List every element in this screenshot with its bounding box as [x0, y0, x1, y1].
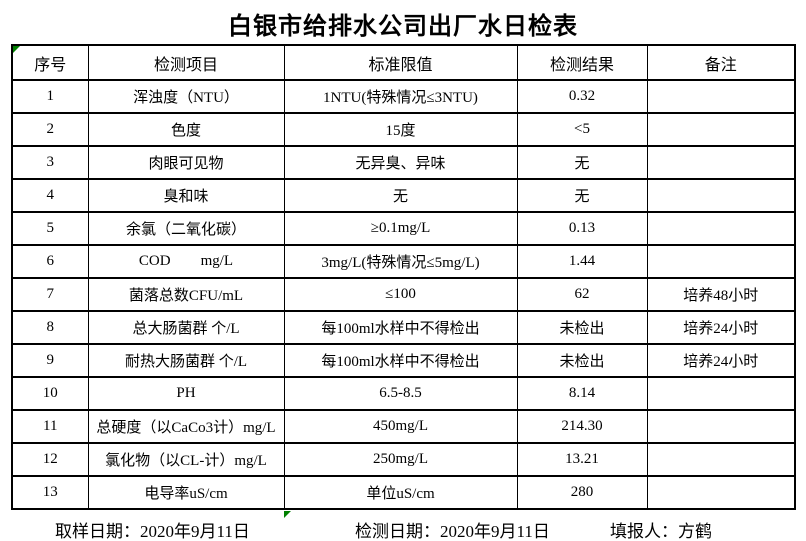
report-footer: 取样日期：2020年9月11日 检测日期：2020年9月11日 填报人：方鹤	[0, 517, 806, 541]
cell-no: 7	[11, 277, 89, 312]
cell-limit: ≥0.1mg/L	[283, 211, 518, 246]
testing-date-text: 检测日期：2020年9月11日	[355, 522, 550, 541]
header-row: 序号 检测项目 标准限值 检测结果 备注	[11, 44, 796, 81]
cell-remark	[646, 211, 796, 246]
cell-item: PH	[87, 376, 285, 411]
table-row: 13 电导率uS/cm 单位uS/cm 280	[11, 475, 796, 510]
cell-remark	[646, 178, 796, 213]
cell-no: 13	[11, 475, 89, 510]
cell-result: <5	[516, 112, 648, 147]
col-header-result: 检测结果	[516, 44, 648, 81]
cell-no: 9	[11, 343, 89, 378]
cell-no: 10	[11, 376, 89, 411]
cell-result: 8.14	[516, 376, 648, 411]
cell-result: 13.21	[516, 442, 648, 477]
table-row: 2 色度 15度 <5	[11, 112, 796, 147]
col-header-remark: 备注	[646, 44, 796, 81]
cell-remark	[646, 79, 796, 114]
cell-no: 3	[11, 145, 89, 180]
cell-result: 未检出	[516, 343, 648, 378]
cell-result: 1.44	[516, 244, 648, 279]
cell-result: 280	[516, 475, 648, 510]
cell-limit: 1NTU(特殊情况≤3NTU)	[283, 79, 518, 114]
cell-limit: 3mg/L(特殊情况≤5mg/L)	[283, 244, 518, 279]
cell-remark	[646, 112, 796, 147]
cell-limit: ≤100	[283, 277, 518, 312]
page-title: 白银市给排水公司出厂水日检表	[228, 14, 578, 40]
cell-remark	[646, 376, 796, 411]
cell-result: 0.13	[516, 211, 648, 246]
cell-item: 色度	[87, 112, 285, 147]
cell-remark	[646, 145, 796, 180]
cell-result: 0.32	[516, 79, 648, 114]
cell-result: 无	[516, 145, 648, 180]
cell-result: 214.30	[516, 409, 648, 444]
cell-remark: 培养24小时	[646, 310, 796, 345]
cell-item: 菌落总数CFU/mL	[87, 277, 285, 312]
cell-remark	[646, 475, 796, 510]
cell-item: 肉眼可见物	[87, 145, 285, 180]
cell-result: 无	[516, 178, 648, 213]
cell-item: COD mg/L	[87, 244, 285, 279]
cell-error-indicator-icon	[284, 511, 291, 518]
cell-result: 62	[516, 277, 648, 312]
table-row: 9 耐热大肠菌群 个/L 每100ml水样中不得检出 未检出 培养24小时	[11, 343, 796, 378]
cell-item: 氯化物（以CL-计）mg/L	[87, 442, 285, 477]
cell-no: 6	[11, 244, 89, 279]
cell-remark: 培养48小时	[646, 277, 796, 312]
cell-limit: 15度	[283, 112, 518, 147]
reporter-name-text: 填报人：方鹤	[610, 522, 712, 541]
cell-item: 耐热大肠菌群 个/L	[87, 343, 285, 378]
cell-remark: 培养24小时	[646, 343, 796, 378]
cell-result: 未检出	[516, 310, 648, 345]
table-row: 3 肉眼可见物 无异臭、异味 无	[11, 145, 796, 180]
col-header-no: 序号	[11, 44, 89, 81]
sampling-date-text: 取样日期：2020年9月11日	[55, 522, 250, 541]
cell-remark	[646, 442, 796, 477]
cell-item: 臭和味	[87, 178, 285, 213]
col-header-item: 检测项目	[87, 44, 285, 81]
cell-limit: 无异臭、异味	[283, 145, 518, 180]
cell-no: 4	[11, 178, 89, 213]
cell-item: 总大肠菌群 个/L	[87, 310, 285, 345]
table-row: 10 PH 6.5-8.5 8.14	[11, 376, 796, 411]
cell-limit: 单位uS/cm	[283, 475, 518, 510]
cell-no: 11	[11, 409, 89, 444]
cell-item: 电导率uS/cm	[87, 475, 285, 510]
cell-no: 2	[11, 112, 89, 147]
col-header-limit: 标准限值	[283, 44, 518, 81]
cell-no: 12	[11, 442, 89, 477]
cell-limit: 每100ml水样中不得检出	[283, 310, 518, 345]
cell-limit: 无	[283, 178, 518, 213]
cell-item: 浑浊度（NTU）	[87, 79, 285, 114]
cell-no: 8	[11, 310, 89, 345]
table-row: 1 浑浊度（NTU） 1NTU(特殊情况≤3NTU) 0.32	[11, 79, 796, 114]
cell-remark	[646, 244, 796, 279]
cell-remark	[646, 409, 796, 444]
table-row: 7 菌落总数CFU/mL ≤100 62 培养48小时	[11, 277, 796, 312]
cell-limit: 450mg/L	[283, 409, 518, 444]
cell-no: 5	[11, 211, 89, 246]
cell-limit: 6.5-8.5	[283, 376, 518, 411]
table-row: 6 COD mg/L 3mg/L(特殊情况≤5mg/L) 1.44	[11, 244, 796, 279]
water-inspection-table: 序号 检测项目 标准限值 检测结果 备注 1 浑浊度（NTU） 1NTU(特殊情…	[11, 44, 796, 510]
table-row: 11 总硬度（以CaCo3计）mg/L 450mg/L 214.30	[11, 409, 796, 444]
cell-limit: 250mg/L	[283, 442, 518, 477]
cell-item: 余氯（二氧化碳）	[87, 211, 285, 246]
cell-no: 1	[11, 79, 89, 114]
table-row: 4 臭和味 无 无	[11, 178, 796, 213]
table-row: 5 余氯（二氧化碳） ≥0.1mg/L 0.13	[11, 211, 796, 246]
cell-limit: 每100ml水样中不得检出	[283, 343, 518, 378]
table-row: 12 氯化物（以CL-计）mg/L 250mg/L 13.21	[11, 442, 796, 477]
cell-item: 总硬度（以CaCo3计）mg/L	[87, 409, 285, 444]
table-row: 8 总大肠菌群 个/L 每100ml水样中不得检出 未检出 培养24小时	[11, 310, 796, 345]
